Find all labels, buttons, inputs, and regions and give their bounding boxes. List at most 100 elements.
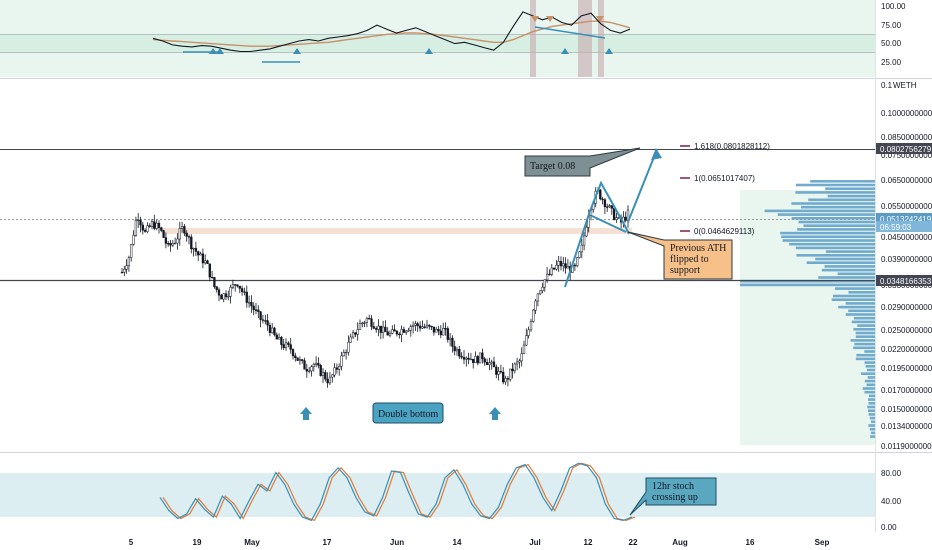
candle-body (266, 320, 269, 326)
volume-profile-bar (815, 257, 875, 261)
candle-body (377, 325, 380, 330)
price-label-badge (876, 221, 932, 232)
candle-body (405, 330, 408, 333)
symbol-label: WETH (893, 81, 917, 90)
candle-body (432, 326, 436, 333)
candle-body (132, 235, 135, 245)
candle-body (153, 221, 156, 229)
volume-profile-bar (864, 350, 875, 353)
candle-body (476, 356, 479, 364)
candle-body (365, 318, 369, 323)
volume-profile-bar (862, 387, 875, 390)
candle-body (169, 243, 172, 246)
candle-body (398, 333, 401, 336)
candle-body (555, 264, 558, 270)
volume-profile-bar (853, 328, 875, 331)
volume-profile-bar (853, 316, 875, 320)
price-label-badge (876, 143, 932, 154)
rsi-highlight-bar (578, 0, 592, 77)
volume-profile-bar (869, 416, 875, 420)
double-bottom-label[interactable]: Double bottom (372, 402, 444, 424)
x-axis-tick-label: May (244, 538, 260, 547)
candle-body (529, 321, 533, 331)
volume-profile-bar (825, 250, 875, 253)
volume-profile-bar (855, 331, 875, 335)
rsi-down-marker (546, 16, 554, 22)
volume-profile-bar (853, 346, 875, 350)
candle-body (317, 363, 320, 366)
volume-profile-bar (850, 339, 875, 342)
previous-ath-text-line3: support (670, 265, 700, 276)
candle-body (157, 222, 161, 228)
candle-body (351, 332, 355, 338)
volume-profile-bar (777, 213, 875, 216)
candle-body (478, 352, 482, 364)
x-axis-tick-label: 5 (129, 538, 134, 547)
candle-body (439, 330, 442, 336)
candle-body (204, 260, 207, 264)
price-axis-tick-label: 0.0170000000 (881, 386, 932, 395)
candle-body (488, 362, 491, 366)
candle-body (455, 349, 459, 352)
volume-profile-bar (851, 320, 875, 324)
candle-body (240, 288, 244, 293)
candle-body (349, 336, 352, 343)
candle-body (271, 327, 274, 333)
candle-body (469, 358, 473, 361)
rsi-axis-tick-label: 75.00 (881, 21, 902, 30)
volume-profile-bar (795, 246, 875, 250)
volume-profile-bar (868, 424, 875, 427)
candle-body (402, 329, 406, 333)
candle-body (134, 220, 138, 236)
volume-profile-bar (833, 294, 875, 298)
rsi-trendline (534, 26, 606, 39)
double-bottom-box (372, 402, 444, 424)
target-arrow-line (627, 151, 657, 223)
candle-body (545, 273, 549, 281)
target-callout[interactable]: Target 0.08 (524, 147, 641, 177)
candle-body (580, 244, 583, 253)
volume-profile-bar (797, 228, 875, 231)
volume-profile-bar (818, 276, 875, 279)
price-axis-tick-label: 0.0550000000 (881, 202, 932, 211)
volume-profile-bar (867, 405, 875, 409)
candle-body (141, 224, 144, 231)
price-axis-tick-label: 0.0750000000 (881, 151, 932, 160)
candle-body (120, 271, 124, 274)
candle-body (173, 242, 177, 245)
candle-body (407, 330, 410, 332)
volume-profile-bar (838, 305, 875, 309)
price-label-text: 0.0513242419 (880, 215, 932, 224)
candle-body (192, 247, 195, 250)
candle-body (183, 226, 186, 234)
previous-ath-text-line1: Previous ATH (670, 243, 726, 254)
volume-profile-bar (864, 361, 875, 364)
fib-level-label: 0(0.0464629113) (694, 227, 755, 236)
candle-body (275, 334, 278, 340)
previous-ath-callout[interactable]: Previous ATH flipped to support (627, 231, 733, 280)
stoch-callout[interactable]: 12hr stoch crossing up (629, 477, 717, 516)
candle-body (460, 355, 463, 358)
volume-profile-bar (835, 287, 875, 290)
candle-body (411, 325, 415, 327)
candle-body (245, 291, 248, 303)
candle-body (180, 226, 184, 229)
candle-body (409, 326, 412, 331)
price-axis-tick-label: 0.0119000000 (881, 442, 932, 451)
price-axis-tick-label: 0.1 (881, 81, 893, 90)
price-axis-tick-label: 0.0850000000 (881, 133, 932, 142)
candle-body (534, 300, 537, 311)
volume-profile-bar (861, 372, 875, 375)
candle-body (576, 257, 579, 267)
candle-body (509, 368, 512, 380)
rsi-up-marker (605, 48, 613, 54)
candle-body (254, 309, 258, 311)
volume-profile-bar (848, 309, 875, 313)
candle-body (388, 333, 392, 336)
candle-body (599, 189, 602, 200)
volume-profile-bar (848, 291, 875, 294)
candle-body (312, 364, 315, 367)
candle-body (328, 376, 332, 384)
price-label-text: 0.0802756279 (880, 145, 932, 154)
